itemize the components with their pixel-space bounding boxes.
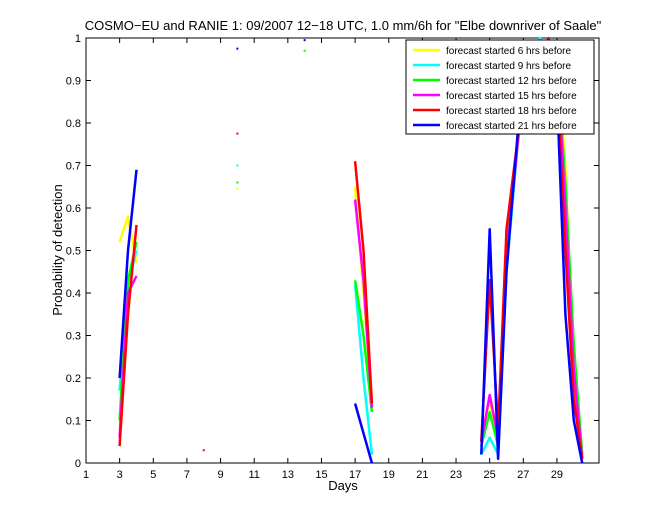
series-point-2 bbox=[236, 181, 239, 184]
x-tick-label: 29 bbox=[551, 469, 563, 481]
x-tick-label: 15 bbox=[315, 469, 327, 481]
x-tick-label: 23 bbox=[450, 469, 462, 481]
x-tick-label: 19 bbox=[383, 469, 395, 481]
y-tick-label: 1 bbox=[75, 33, 81, 45]
y-tick-label: 0.6 bbox=[66, 203, 81, 215]
series-point-4 bbox=[202, 449, 205, 452]
series-point-4 bbox=[236, 132, 239, 135]
series-line-1 bbox=[353, 284, 374, 455]
x-tick-label: 1 bbox=[83, 469, 89, 481]
legend-entry: forecast started 9 hrs before bbox=[446, 61, 572, 72]
legend-box bbox=[405, 39, 595, 135]
series-line-4 bbox=[353, 161, 374, 404]
series-line-2 bbox=[353, 280, 374, 413]
legend-entry: forecast started 21 hrs before bbox=[446, 121, 577, 132]
y-tick-label: 0.7 bbox=[66, 161, 81, 173]
y-tick-label: 0.4 bbox=[66, 288, 81, 300]
x-tick-label: 27 bbox=[517, 469, 529, 481]
x-axis-label: Days bbox=[328, 478, 358, 493]
x-tick-label: 9 bbox=[217, 469, 223, 481]
y-tick-label: 0.5 bbox=[66, 246, 81, 258]
series-point-5 bbox=[236, 47, 239, 50]
series-line-4 bbox=[118, 224, 138, 447]
series-line-5 bbox=[353, 403, 374, 463]
chart-title: COSMO−EU and RANIE 1: 09/2007 12−18 UTC,… bbox=[85, 18, 602, 33]
series-line-5 bbox=[118, 169, 138, 379]
legend-entry: forecast started 15 hrs before bbox=[446, 91, 577, 102]
y-tick-label: 0.1 bbox=[66, 416, 81, 428]
legend-entry: forecast started 6 hrs before bbox=[446, 46, 572, 57]
y-tick-label: 0 bbox=[75, 458, 81, 470]
y-tick-label: 0.3 bbox=[66, 331, 81, 343]
series-point-5 bbox=[303, 39, 306, 42]
legend: forecast started 6 hrs before forecast st… bbox=[405, 39, 595, 135]
x-tick-label: 11 bbox=[248, 469, 259, 481]
x-tick-label: 7 bbox=[184, 469, 190, 481]
x-tick-label: 3 bbox=[117, 469, 123, 481]
legend-entry: forecast started 18 hrs before bbox=[446, 106, 577, 117]
x-tick-label: 25 bbox=[484, 469, 496, 481]
y-tick-label: 0.9 bbox=[66, 76, 81, 88]
series-point-2 bbox=[303, 49, 306, 52]
series-point-0 bbox=[236, 187, 239, 190]
x-tick-label: 13 bbox=[282, 469, 294, 481]
x-tick-label: 17 bbox=[349, 469, 361, 481]
x-tick-label: 21 bbox=[416, 469, 428, 481]
series-point-1 bbox=[236, 164, 239, 167]
y-tick-label: 0.8 bbox=[66, 118, 81, 130]
legend-entry: forecast started 12 hrs before bbox=[446, 76, 577, 87]
y-tick-label: 0.2 bbox=[66, 373, 81, 385]
x-tick-label: 5 bbox=[150, 469, 156, 481]
y-axis-label: Probability of detection bbox=[50, 184, 65, 316]
